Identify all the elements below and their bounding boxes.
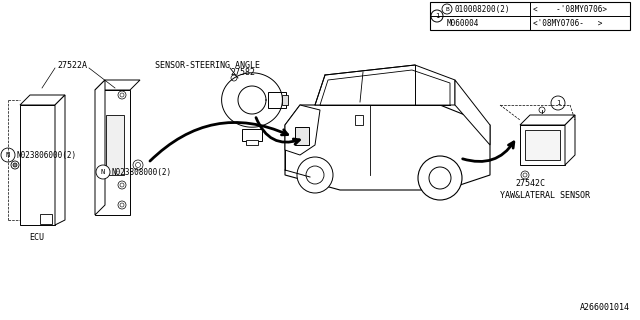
Text: N023806000(2): N023806000(2) [16,150,76,159]
Circle shape [231,75,237,81]
Circle shape [118,201,126,209]
Bar [268,92,287,108]
Polygon shape [455,80,490,145]
Circle shape [418,156,462,200]
Text: A266001014: A266001014 [580,303,630,312]
Bar [40,214,52,224]
Circle shape [539,107,545,113]
Text: 27582: 27582 [230,68,255,76]
Polygon shape [285,105,320,155]
Bar [246,140,258,145]
Text: 1: 1 [556,100,560,106]
Text: ECU: ECU [29,234,45,243]
Polygon shape [285,105,490,190]
Circle shape [120,183,124,187]
Text: <    -'08MY0706>: < -'08MY0706> [533,4,607,13]
Circle shape [442,4,452,14]
Polygon shape [320,70,450,105]
Text: M060004: M060004 [447,19,479,28]
Circle shape [133,160,143,170]
Circle shape [118,91,126,99]
Circle shape [1,148,15,162]
Circle shape [431,10,443,22]
Polygon shape [55,95,65,225]
Text: 27542C: 27542C [515,179,545,188]
Circle shape [429,167,451,189]
Polygon shape [315,65,455,105]
Bar [242,129,262,141]
Circle shape [96,165,110,179]
Polygon shape [565,115,575,165]
Circle shape [521,171,529,179]
Text: YAW&LATERAL SENSOR: YAW&LATERAL SENSOR [500,190,590,199]
Text: <'08MY0706-   >: <'08MY0706- > [533,19,602,28]
Circle shape [13,163,17,167]
Circle shape [523,173,527,177]
Bar [430,2,630,30]
Circle shape [136,163,141,167]
Text: 010008200(2): 010008200(2) [454,4,509,13]
Text: B: B [445,6,449,12]
Bar [355,115,363,125]
Polygon shape [95,80,140,90]
Bar [106,115,124,175]
Bar [282,95,289,105]
Text: SENSOR-STEERING ANGLE: SENSOR-STEERING ANGLE [155,60,260,69]
Text: 27522A: 27522A [57,60,87,69]
Polygon shape [20,105,55,225]
Circle shape [297,157,333,193]
Text: N: N [6,152,10,158]
Circle shape [551,96,565,110]
Text: N023808000(2): N023808000(2) [111,167,171,177]
Text: N: N [101,169,105,175]
Circle shape [120,93,124,97]
Polygon shape [20,95,65,105]
Circle shape [11,161,19,169]
Circle shape [120,203,124,207]
Text: 1: 1 [435,13,439,19]
Polygon shape [95,80,105,215]
Polygon shape [95,90,130,215]
Bar [525,130,560,160]
Circle shape [118,181,126,189]
Bar [295,127,309,145]
Polygon shape [520,115,575,125]
Polygon shape [520,125,565,165]
Circle shape [306,166,324,184]
